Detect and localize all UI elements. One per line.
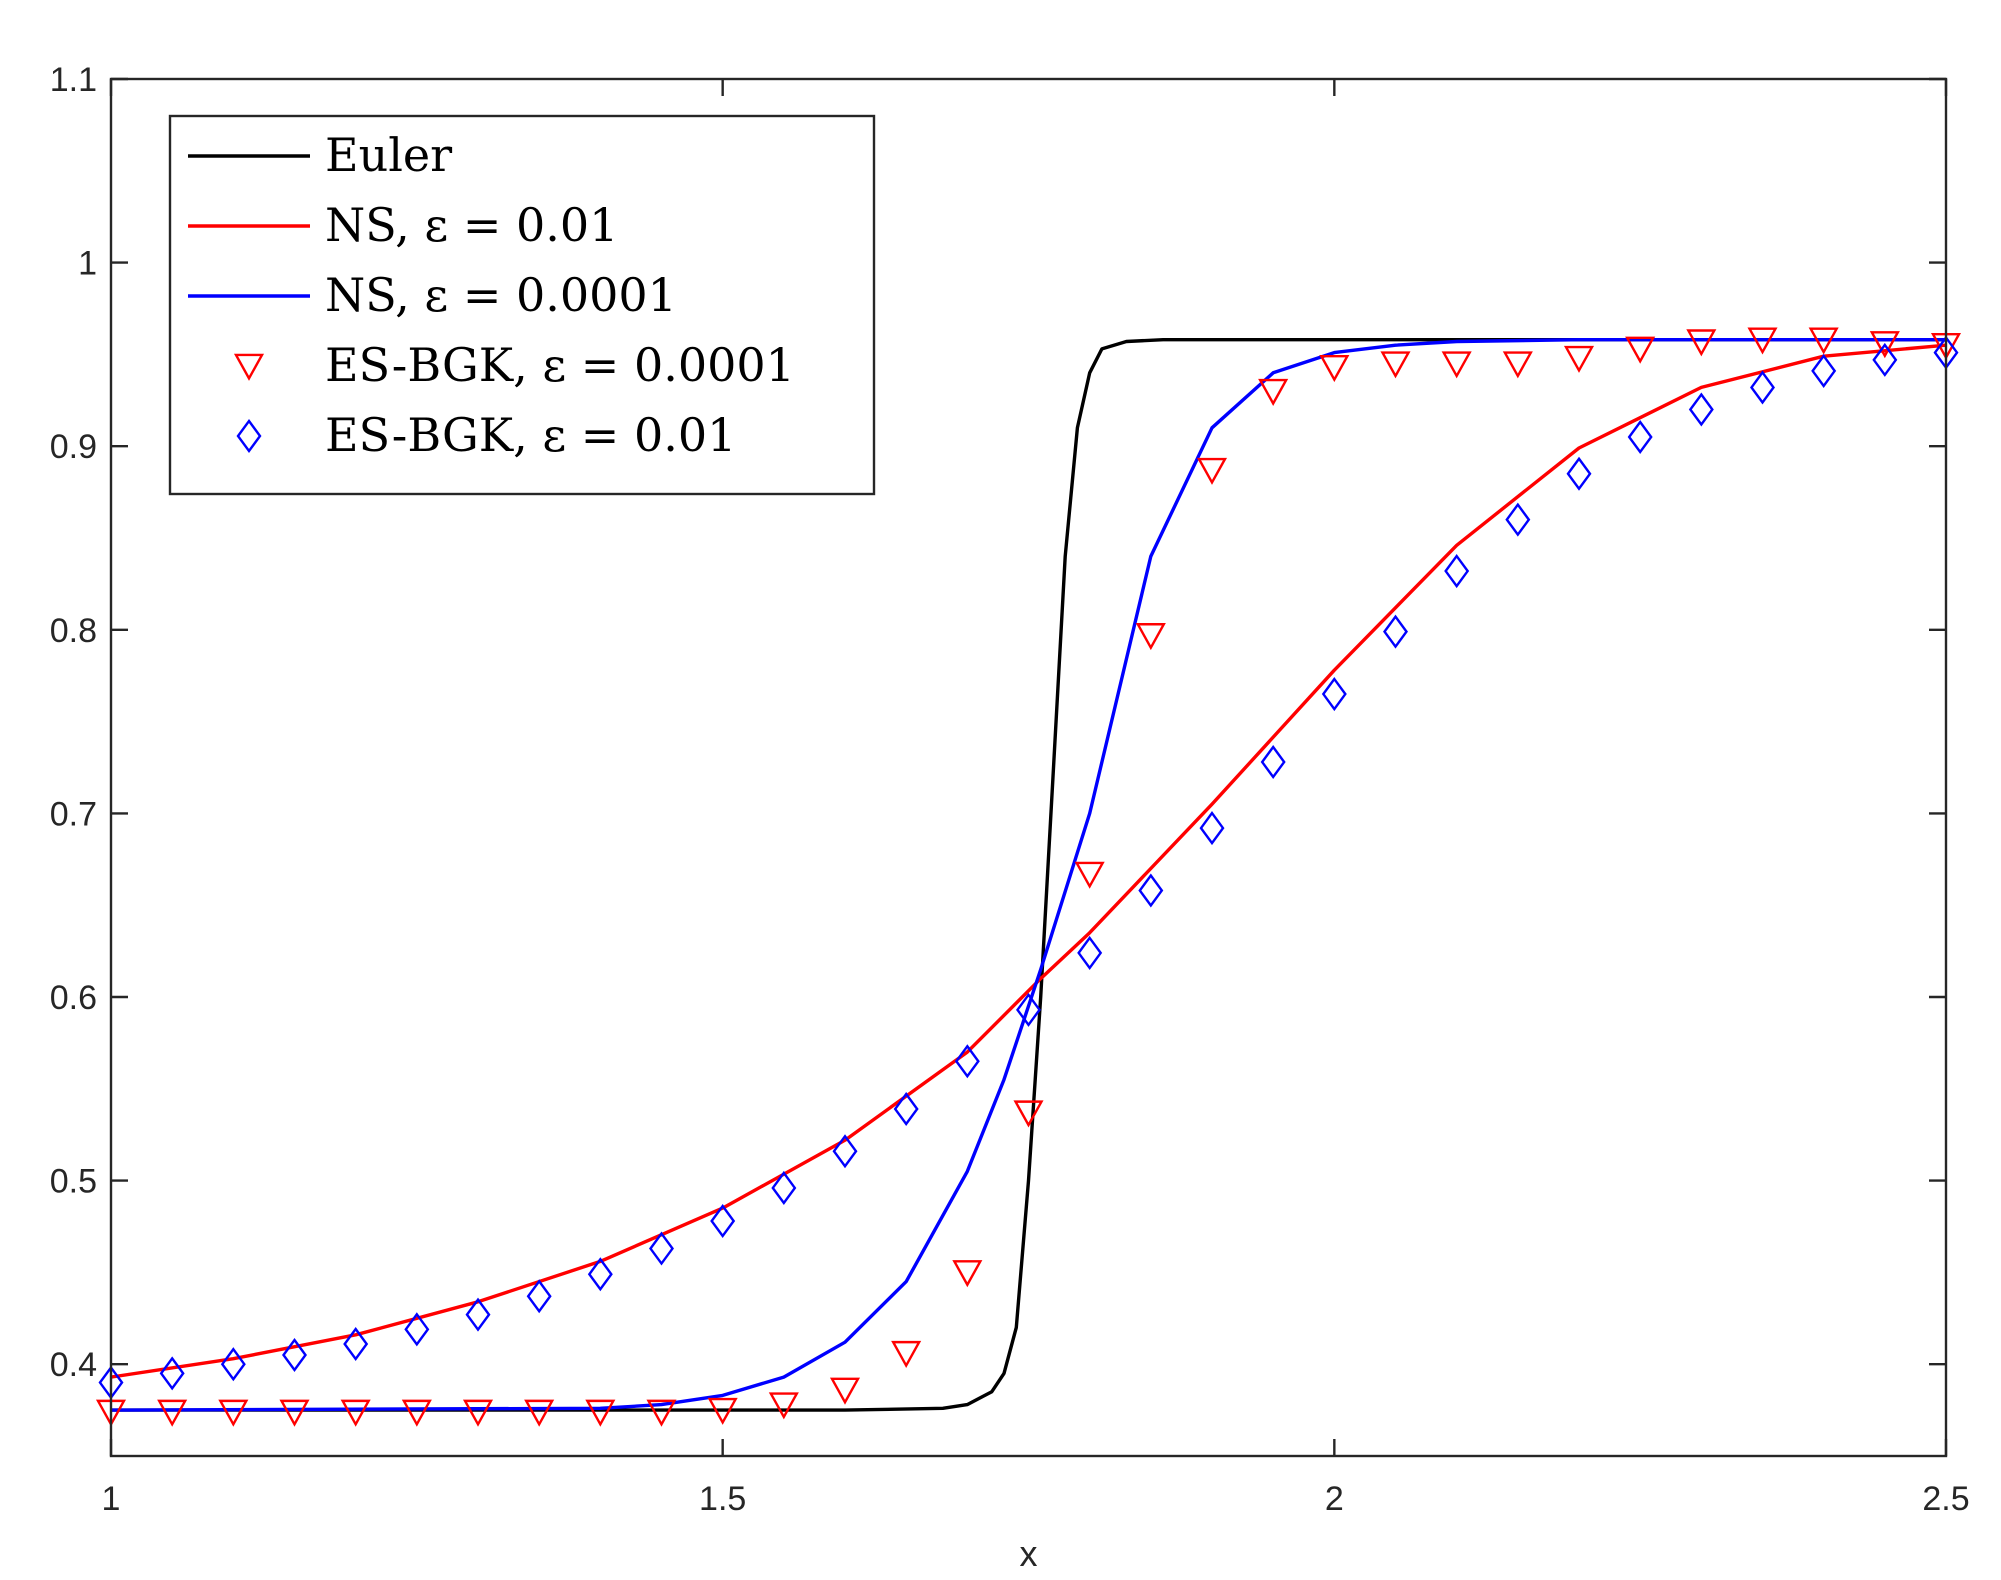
series-4-point xyxy=(1747,327,1778,355)
series-5-point xyxy=(282,1337,307,1373)
series-2-line xyxy=(111,343,1946,1379)
series-5-point xyxy=(954,1044,980,1079)
legend-label-1: Euler xyxy=(325,128,452,182)
series-4-point xyxy=(1869,331,1900,359)
legend-label-4: ES-BGK, ε = 0.0001 xyxy=(325,338,795,392)
series-5-point xyxy=(1750,370,1775,405)
series-5-point xyxy=(1811,353,1837,388)
x-tick-label: 1.5 xyxy=(699,1480,746,1518)
series-3-line xyxy=(111,338,1946,1412)
x-axis-label: x xyxy=(1020,1533,1038,1574)
series-5-point xyxy=(343,1326,369,1362)
series-4-point xyxy=(646,1399,677,1427)
series-5-point xyxy=(404,1312,430,1347)
series-4-point xyxy=(1441,351,1472,379)
y-tick-label: 0.4 xyxy=(50,1346,97,1384)
legend-label-3: NS, ε = 0.0001 xyxy=(325,268,677,322)
series-4-point xyxy=(829,1377,861,1405)
series-5-point xyxy=(1566,456,1592,491)
series-4-point xyxy=(768,1392,799,1420)
axes-box xyxy=(109,77,1948,1458)
series-4-point xyxy=(1319,355,1350,383)
series-1-line xyxy=(111,338,1946,1412)
x-tick-label: 2.5 xyxy=(1922,1480,1969,1518)
y-tick-label: 1 xyxy=(78,245,97,283)
series-4-point xyxy=(218,1399,249,1427)
series-4-point xyxy=(1686,329,1717,357)
series-4-point xyxy=(1502,351,1533,379)
y-tick-label: 0.5 xyxy=(50,1163,97,1201)
series-5-point xyxy=(1872,342,1898,377)
series-4-point xyxy=(1258,378,1289,406)
series-5-point xyxy=(1688,392,1714,427)
series-5-point xyxy=(832,1134,858,1169)
legend: Euler NS, ε = 0.01 NS, ε = 0.0001 ES-BGK, ε… xyxy=(168,114,876,496)
series-5-point xyxy=(893,1091,919,1127)
series-5-point xyxy=(1627,419,1653,455)
series-5-point xyxy=(1199,811,1225,846)
legend-label-5: ES-BGK, ε = 0.01 xyxy=(325,408,736,462)
y-tick-label: 0.9 xyxy=(50,428,97,466)
series-4-point xyxy=(1013,1100,1044,1128)
series-5-point xyxy=(465,1297,491,1332)
series-4-point xyxy=(1074,861,1105,889)
series-5-point xyxy=(1077,935,1103,970)
series-5-point xyxy=(1260,744,1286,780)
series-4-point xyxy=(157,1399,188,1427)
legend-sample-4 xyxy=(233,353,265,381)
series-5-point xyxy=(220,1347,246,1382)
plot-series xyxy=(111,338,1946,1412)
series-4-point xyxy=(1135,623,1166,651)
series-5-point xyxy=(1383,614,1408,649)
series-5-point xyxy=(159,1356,185,1391)
series-5-point xyxy=(710,1203,736,1239)
plot-area xyxy=(95,327,1962,1427)
series-4-point xyxy=(279,1399,310,1427)
series-4-point xyxy=(462,1399,494,1427)
y-tick-label: 0.6 xyxy=(50,979,97,1017)
series-4-point xyxy=(340,1399,371,1427)
series-4-point xyxy=(1625,336,1656,364)
series-4-point xyxy=(1808,327,1839,355)
y-tick-label: 0.7 xyxy=(50,795,97,833)
legend-label-2: NS, ε = 0.01 xyxy=(325,198,618,252)
series-4-point xyxy=(891,1340,922,1369)
series-5-point xyxy=(1016,992,1041,1027)
series-4-point xyxy=(1196,457,1228,485)
legend-box xyxy=(168,114,876,496)
series-5-point xyxy=(1444,554,1470,589)
x-tick-label: 1 xyxy=(102,1480,121,1518)
series-5-point xyxy=(1138,873,1164,908)
y-tick-label: 1.1 xyxy=(50,61,97,99)
axes: 1 1.5 2 2.5 0.4 0.5 0.6 0.7 0.8 0.9 1 1.1 x xyxy=(50,61,1970,1574)
series-4-point xyxy=(707,1397,738,1425)
series-5-point xyxy=(526,1279,552,1314)
series-5-point xyxy=(649,1231,674,1266)
series-4-point xyxy=(524,1399,555,1427)
series-5-point xyxy=(771,1170,797,1205)
series-4-point xyxy=(401,1399,432,1427)
series-4-point xyxy=(952,1260,983,1288)
series-4-point xyxy=(1380,351,1411,379)
series-4-point xyxy=(1563,345,1595,373)
y-tick-label: 0.8 xyxy=(50,612,97,650)
series-4-point xyxy=(585,1399,616,1427)
legend-sample-5 xyxy=(236,418,262,454)
series-5-point xyxy=(587,1257,613,1292)
x-tick-label: 2 xyxy=(1325,1480,1344,1518)
series-5-point xyxy=(1321,677,1347,712)
series-5-point xyxy=(1505,502,1531,537)
